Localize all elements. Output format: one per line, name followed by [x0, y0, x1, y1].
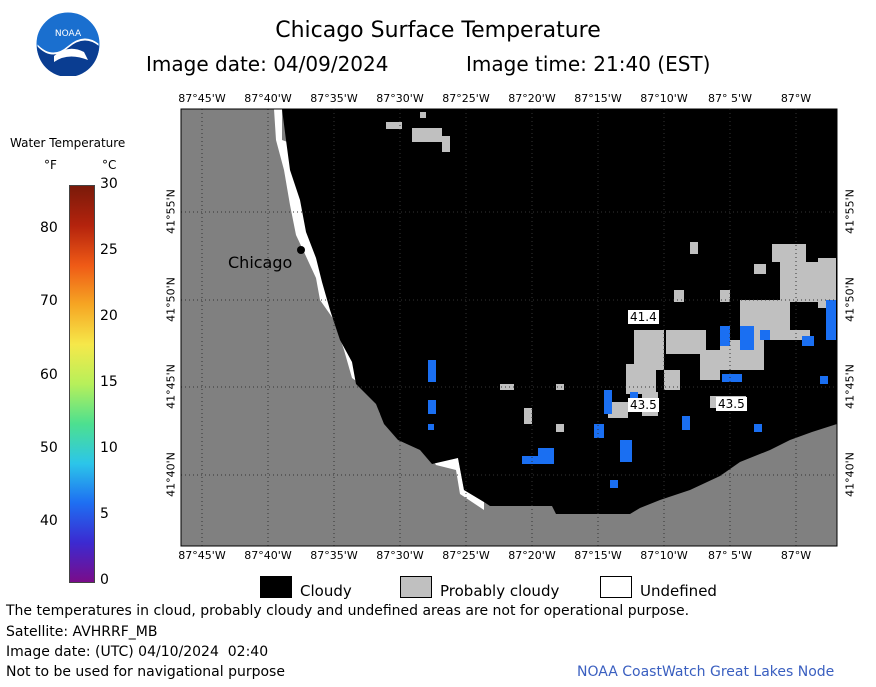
key-swatch-undefined: [600, 576, 632, 598]
scale-tick-c: 0: [100, 572, 109, 588]
image-date: Image date: 04/09/2024: [146, 52, 389, 76]
color-scale-bar: [69, 185, 95, 583]
nav-warning: Not to be used for navigational purpose: [6, 664, 285, 680]
disclaimer: The temperatures in cloud, probably clou…: [6, 603, 690, 619]
key-swatch-probably-cloudy: [400, 576, 432, 598]
scale-tick-f: 70: [40, 293, 58, 310]
lon-label-bottom: 87°35'W: [310, 549, 358, 562]
lon-label-top: 87°10'W: [640, 92, 688, 105]
scale-tick-c: 30: [100, 176, 118, 192]
lon-label-bottom: 87°15'W: [574, 549, 622, 562]
temp-label: 43.5: [628, 398, 659, 412]
lat-label-left: 41°55'N: [164, 189, 178, 234]
key-swatch-cloudy: [260, 576, 292, 598]
key-label-undefined: Undefined: [640, 582, 717, 600]
scale-tick-f: 50: [40, 440, 58, 456]
logo-text: NOAA: [55, 29, 82, 39]
lon-label-bottom: 87°10'W: [640, 549, 688, 562]
scale-tick-f: 60: [40, 366, 58, 383]
graticule: [181, 109, 837, 546]
lon-label-top: 87°35'W: [310, 92, 358, 105]
temp-label: 43.5: [716, 397, 747, 411]
city-marker: [297, 246, 305, 254]
noaa-logo: NOAA: [36, 12, 100, 76]
lat-label-left: 41°50'N: [164, 277, 178, 322]
unit-c: °C: [102, 158, 117, 172]
water-temperature-patches: [428, 300, 836, 488]
lon-label-top: 87°20'W: [508, 92, 556, 105]
lon-label-bottom: 87°40'W: [244, 549, 292, 562]
lon-label-bottom: 87°45'W: [178, 549, 226, 562]
scale-tick-f: 40: [40, 513, 58, 530]
lat-label-right: 41°50'N: [843, 277, 857, 322]
cloudy-area: [282, 109, 837, 514]
lon-label-top: 87°25'W: [442, 92, 490, 105]
image-time: Image time: 21:40 (EST): [466, 52, 711, 76]
lon-label-bottom: 87°25'W: [442, 549, 490, 562]
key-label-probably-cloudy: Probably cloudy: [440, 582, 560, 600]
lon-label-top: 87°15'W: [574, 92, 622, 105]
lon-label-top: 87°40'W: [244, 92, 292, 105]
lat-label-right: 41°55'N: [843, 189, 857, 234]
scale-tick-c: 10: [100, 440, 118, 456]
utc-date: Image date: (UTC) 04/10/2024 02:40: [6, 644, 269, 660]
scale-tick-f: 80: [40, 220, 58, 236]
lon-label-top: 87°W: [780, 92, 812, 105]
lon-label-bottom: 87°20'W: [508, 549, 556, 562]
scale-tick-c: 20: [100, 308, 118, 324]
legend-title: Water Temperature: [10, 136, 126, 150]
lat-label-right: 41°40'N: [843, 452, 857, 497]
scale-tick-c: 25: [100, 242, 118, 258]
lat-label-right: 41°45'N: [843, 364, 857, 409]
lat-label-left: 41°40'N: [164, 452, 178, 497]
satellite: Satellite: AVHRRF_MB: [6, 624, 158, 640]
lon-label-top: 87° 5'W: [708, 92, 752, 105]
city-label: Chicago: [228, 253, 293, 272]
scale-tick-c: 15: [100, 374, 118, 390]
map-frame: [180, 108, 838, 547]
page-title: Chicago Surface Temperature: [275, 18, 601, 43]
lon-label-bottom: 87°W: [780, 549, 812, 562]
unit-f: °F: [44, 158, 57, 172]
lon-label-top: 87°30'W: [376, 92, 424, 105]
lon-label-bottom: 87° 5'W: [708, 549, 752, 562]
key-label-cloudy: Cloudy: [300, 582, 352, 600]
scale-tick-c: 5: [100, 506, 109, 522]
lon-label-top: 87°45'W: [178, 92, 226, 105]
credit-link[interactable]: NOAA CoastWatch Great Lakes Node: [577, 664, 835, 680]
temp-label: 41.4: [628, 310, 659, 324]
lon-label-bottom: 87°30'W: [376, 549, 424, 562]
lat-label-left: 41°45'N: [164, 364, 178, 409]
